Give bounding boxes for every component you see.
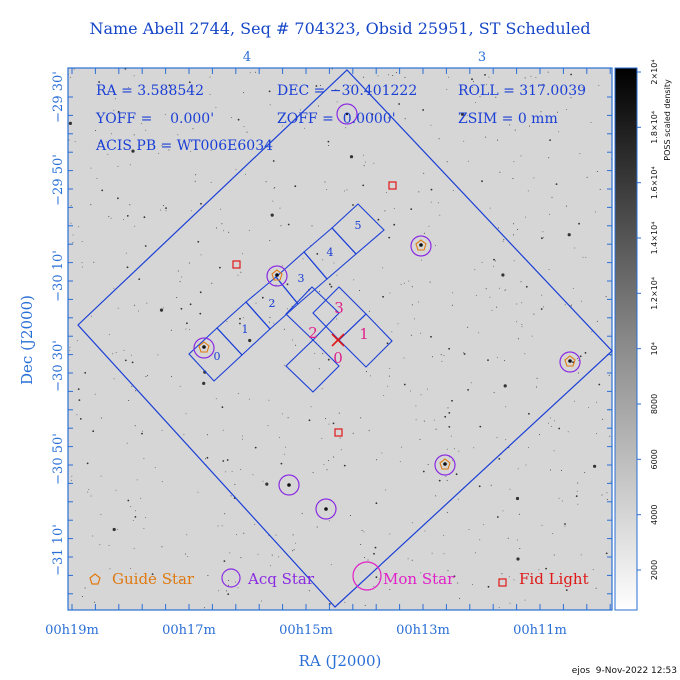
guide-stars bbox=[198, 239, 576, 470]
aimpoint-marker bbox=[331, 333, 345, 347]
chip-s4-label: 4 bbox=[327, 246, 334, 259]
y-tick-2: −29 50' bbox=[51, 154, 66, 206]
x-tick-1: 00h19m bbox=[45, 623, 99, 638]
info-zsim: ZSIM = 0 mm bbox=[458, 111, 558, 127]
y-tick-3: −30 10' bbox=[51, 250, 66, 302]
legend-acq-label: Acq Star bbox=[247, 570, 315, 588]
plot-frame bbox=[67, 67, 613, 611]
x-tick-3: 00h15m bbox=[279, 623, 333, 638]
y-axis-label: Dec (J2000) bbox=[18, 295, 36, 385]
guide-star-4 bbox=[564, 355, 576, 367]
legend-fid-label: Fid Light bbox=[519, 570, 589, 588]
colorbar-tick-label: 6000 bbox=[650, 449, 659, 469]
info-ra: RA = 3.588542 bbox=[96, 83, 204, 99]
colorbar-tick-label: 2×10⁴ bbox=[650, 59, 659, 84]
guide-star-3 bbox=[198, 341, 210, 353]
star-dots bbox=[202, 112, 572, 511]
y-tick-6: −31 10' bbox=[51, 524, 66, 576]
fid-light-2 bbox=[232, 260, 241, 269]
colorbar bbox=[614, 67, 638, 611]
fid-lights bbox=[232, 181, 397, 437]
frame-ticks bbox=[68, 68, 612, 610]
acq-star-8 bbox=[315, 498, 337, 520]
info-yoff: YOFF = 0.000' bbox=[95, 111, 214, 127]
top-tick-3: 3 bbox=[478, 50, 486, 65]
colorbar-tick-label: 1.4×10⁴ bbox=[650, 222, 659, 255]
fid-light-3 bbox=[334, 428, 343, 437]
colorbar-tick-label: 1.6×10⁴ bbox=[650, 166, 659, 199]
acq-star-7 bbox=[278, 474, 300, 496]
info-zoff: ZOFF = 0.0000' bbox=[277, 111, 396, 127]
acq-star-3 bbox=[266, 265, 288, 287]
top-tick-4: 4 bbox=[243, 50, 251, 65]
chip-i1 bbox=[338, 313, 393, 368]
chip-s1-label: 1 bbox=[242, 323, 249, 336]
colorbar-tick-label: 1.8×10⁴ bbox=[650, 111, 659, 144]
y-tick-5: −30 50' bbox=[51, 433, 66, 485]
legend-guide-icon bbox=[89, 573, 101, 585]
chart-title: Name Abell 2744, Seq # 704323, Obsid 259… bbox=[89, 19, 590, 38]
chip-i1-label: 1 bbox=[359, 325, 369, 343]
chip-s0-label: 0 bbox=[214, 350, 221, 363]
chip-s5 bbox=[331, 203, 385, 255]
info-acis: ACIS PB = WT006E6034 bbox=[95, 138, 273, 154]
chip-s5-label: 5 bbox=[355, 219, 362, 232]
acq-star-2 bbox=[410, 235, 432, 257]
colorbar-tick-label: 2000 bbox=[650, 560, 659, 580]
colorbar-tick-label: 1.2×10⁴ bbox=[650, 277, 659, 310]
y-tick-1: −29 30' bbox=[51, 71, 66, 123]
legend-mon-icon bbox=[352, 561, 382, 591]
legend-mon-label: Mon Star bbox=[383, 570, 455, 588]
chip-s3-label: 3 bbox=[298, 272, 305, 285]
info-roll: ROLL = 317.0039 bbox=[458, 83, 586, 99]
x-tick-4: 00h13m bbox=[396, 623, 450, 638]
chip-i0-label: 0 bbox=[333, 349, 343, 367]
field-outline bbox=[77, 69, 613, 608]
guide-star-5 bbox=[439, 458, 451, 470]
legend-fid-icon bbox=[498, 578, 507, 587]
legend-acq-icon bbox=[221, 568, 241, 588]
x-tick-2: 00h17m bbox=[162, 623, 216, 638]
chip-s2-label: 2 bbox=[269, 297, 276, 310]
acq-star-4 bbox=[193, 337, 215, 359]
colorbar-tick-label: 4000 bbox=[650, 505, 659, 525]
chip-i0 bbox=[285, 339, 340, 393]
x-tick-5: 00h11m bbox=[513, 623, 567, 638]
legend-guide-label: Guide Star bbox=[112, 570, 195, 588]
acq-star-5 bbox=[559, 351, 581, 373]
y-tick-4: −30 30' bbox=[51, 340, 66, 392]
acq-stars bbox=[193, 103, 581, 520]
colorbar-tick-label: 8000 bbox=[650, 394, 659, 414]
info-dec: DEC = −30.401222 bbox=[277, 83, 417, 99]
acq-star-6 bbox=[434, 454, 456, 476]
x-axis-label: RA (J2000) bbox=[299, 652, 382, 670]
chip-i3-label: 3 bbox=[334, 299, 344, 317]
colorbar-tick-label: 10⁴ bbox=[650, 342, 659, 355]
star-field bbox=[68, 68, 612, 609]
guide-star-2 bbox=[271, 269, 283, 281]
fid-light-1 bbox=[388, 181, 397, 190]
legend: Guide Star Acq Star Mon Star Fid Light bbox=[89, 561, 589, 591]
chip-i2-label: 2 bbox=[308, 324, 318, 342]
acq-star-1 bbox=[336, 103, 358, 125]
guide-star-1 bbox=[415, 239, 427, 251]
footer-stamp: ejos 9-Nov-2022 12:53 bbox=[572, 666, 677, 676]
acis-s-chips bbox=[188, 203, 385, 382]
colorbar-label: POSS scaled density bbox=[663, 79, 672, 161]
